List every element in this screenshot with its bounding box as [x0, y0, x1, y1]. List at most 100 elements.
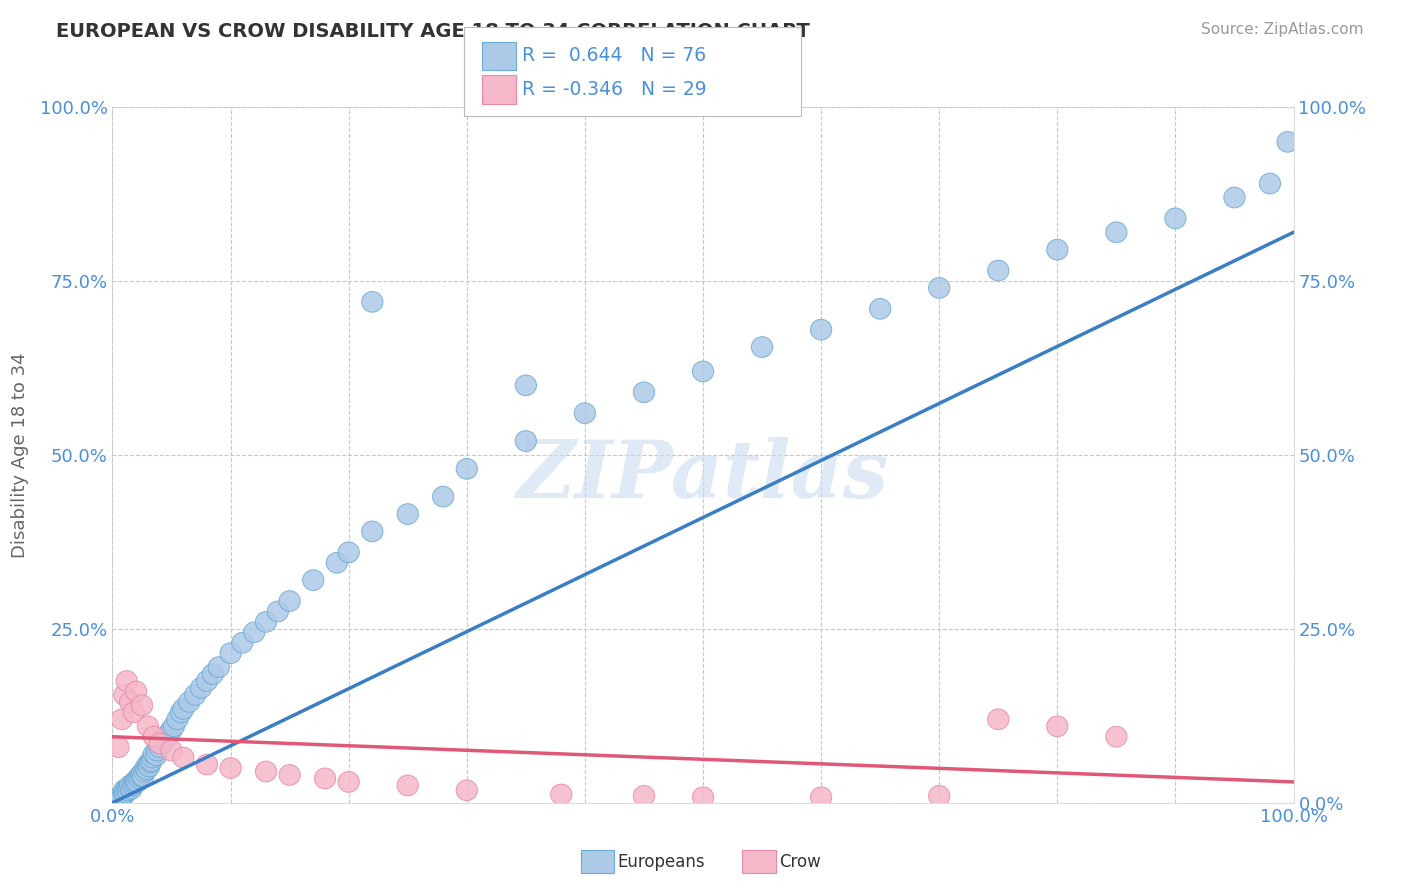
- Ellipse shape: [141, 751, 162, 772]
- Text: R = -0.346   N = 29: R = -0.346 N = 29: [522, 80, 706, 99]
- Ellipse shape: [197, 671, 218, 691]
- Ellipse shape: [152, 733, 173, 754]
- Ellipse shape: [202, 664, 224, 684]
- Ellipse shape: [278, 764, 301, 785]
- Ellipse shape: [117, 671, 138, 691]
- Ellipse shape: [243, 622, 264, 643]
- Ellipse shape: [173, 698, 194, 719]
- Ellipse shape: [515, 375, 537, 396]
- Ellipse shape: [120, 775, 141, 796]
- Ellipse shape: [1260, 173, 1281, 194]
- Ellipse shape: [184, 684, 205, 706]
- Ellipse shape: [633, 786, 655, 806]
- Ellipse shape: [456, 458, 478, 479]
- Ellipse shape: [149, 733, 170, 754]
- Ellipse shape: [131, 695, 153, 715]
- Ellipse shape: [114, 684, 135, 706]
- Ellipse shape: [170, 702, 191, 723]
- Ellipse shape: [361, 292, 382, 312]
- Ellipse shape: [219, 643, 242, 664]
- Ellipse shape: [302, 570, 323, 591]
- Ellipse shape: [153, 730, 176, 750]
- Ellipse shape: [1046, 239, 1069, 260]
- Ellipse shape: [122, 775, 143, 796]
- Ellipse shape: [160, 740, 183, 761]
- Text: Europeans: Europeans: [617, 853, 704, 871]
- Ellipse shape: [337, 772, 360, 792]
- Ellipse shape: [108, 737, 129, 757]
- Ellipse shape: [163, 716, 184, 737]
- Ellipse shape: [124, 773, 145, 794]
- Ellipse shape: [138, 716, 159, 737]
- Ellipse shape: [117, 780, 138, 801]
- Ellipse shape: [1046, 716, 1069, 737]
- Ellipse shape: [574, 403, 596, 424]
- Ellipse shape: [692, 787, 714, 807]
- Ellipse shape: [108, 789, 129, 810]
- Ellipse shape: [127, 772, 148, 792]
- Ellipse shape: [117, 779, 138, 799]
- Ellipse shape: [987, 260, 1010, 281]
- Ellipse shape: [143, 744, 165, 764]
- Ellipse shape: [692, 361, 714, 382]
- Ellipse shape: [159, 723, 180, 744]
- Ellipse shape: [810, 319, 832, 340]
- Ellipse shape: [111, 709, 132, 730]
- Ellipse shape: [232, 632, 253, 653]
- Ellipse shape: [928, 786, 950, 806]
- Ellipse shape: [139, 752, 160, 772]
- Ellipse shape: [146, 745, 167, 766]
- Ellipse shape: [361, 521, 382, 541]
- Ellipse shape: [120, 691, 141, 713]
- Ellipse shape: [810, 787, 832, 807]
- Ellipse shape: [114, 780, 135, 801]
- Ellipse shape: [131, 764, 153, 784]
- Ellipse shape: [1105, 222, 1128, 243]
- Ellipse shape: [131, 764, 152, 785]
- Ellipse shape: [146, 740, 167, 761]
- Ellipse shape: [928, 277, 950, 298]
- Ellipse shape: [118, 777, 139, 797]
- Ellipse shape: [136, 759, 157, 780]
- Ellipse shape: [551, 784, 572, 805]
- Ellipse shape: [114, 784, 135, 805]
- Ellipse shape: [142, 747, 163, 768]
- Ellipse shape: [125, 681, 146, 702]
- Ellipse shape: [633, 382, 655, 402]
- Ellipse shape: [433, 486, 454, 507]
- Ellipse shape: [326, 552, 347, 574]
- Ellipse shape: [267, 601, 288, 622]
- Ellipse shape: [110, 786, 131, 806]
- Ellipse shape: [167, 709, 188, 730]
- Ellipse shape: [138, 756, 160, 777]
- Ellipse shape: [149, 737, 170, 757]
- Text: Source: ZipAtlas.com: Source: ZipAtlas.com: [1201, 22, 1364, 37]
- Ellipse shape: [173, 747, 194, 768]
- Ellipse shape: [124, 772, 146, 792]
- Ellipse shape: [179, 691, 200, 713]
- Ellipse shape: [111, 787, 132, 807]
- Ellipse shape: [751, 336, 773, 358]
- Ellipse shape: [124, 702, 145, 723]
- Ellipse shape: [1223, 187, 1246, 208]
- Ellipse shape: [129, 766, 150, 787]
- Ellipse shape: [1277, 131, 1298, 153]
- Ellipse shape: [337, 542, 360, 563]
- Ellipse shape: [219, 757, 242, 779]
- Ellipse shape: [121, 779, 142, 799]
- Ellipse shape: [396, 775, 419, 796]
- Text: ZIPatlas: ZIPatlas: [517, 437, 889, 515]
- Ellipse shape: [278, 591, 301, 611]
- Ellipse shape: [1164, 208, 1187, 228]
- Text: EUROPEAN VS CROW DISABILITY AGE 18 TO 34 CORRELATION CHART: EUROPEAN VS CROW DISABILITY AGE 18 TO 34…: [56, 22, 810, 41]
- Ellipse shape: [396, 504, 419, 524]
- Ellipse shape: [197, 754, 218, 775]
- Ellipse shape: [134, 761, 155, 782]
- Ellipse shape: [115, 782, 136, 803]
- Text: R =  0.644   N = 76: R = 0.644 N = 76: [522, 46, 706, 65]
- Ellipse shape: [190, 678, 212, 698]
- Ellipse shape: [143, 726, 165, 747]
- Ellipse shape: [256, 761, 277, 782]
- Ellipse shape: [256, 612, 277, 632]
- Ellipse shape: [315, 768, 336, 789]
